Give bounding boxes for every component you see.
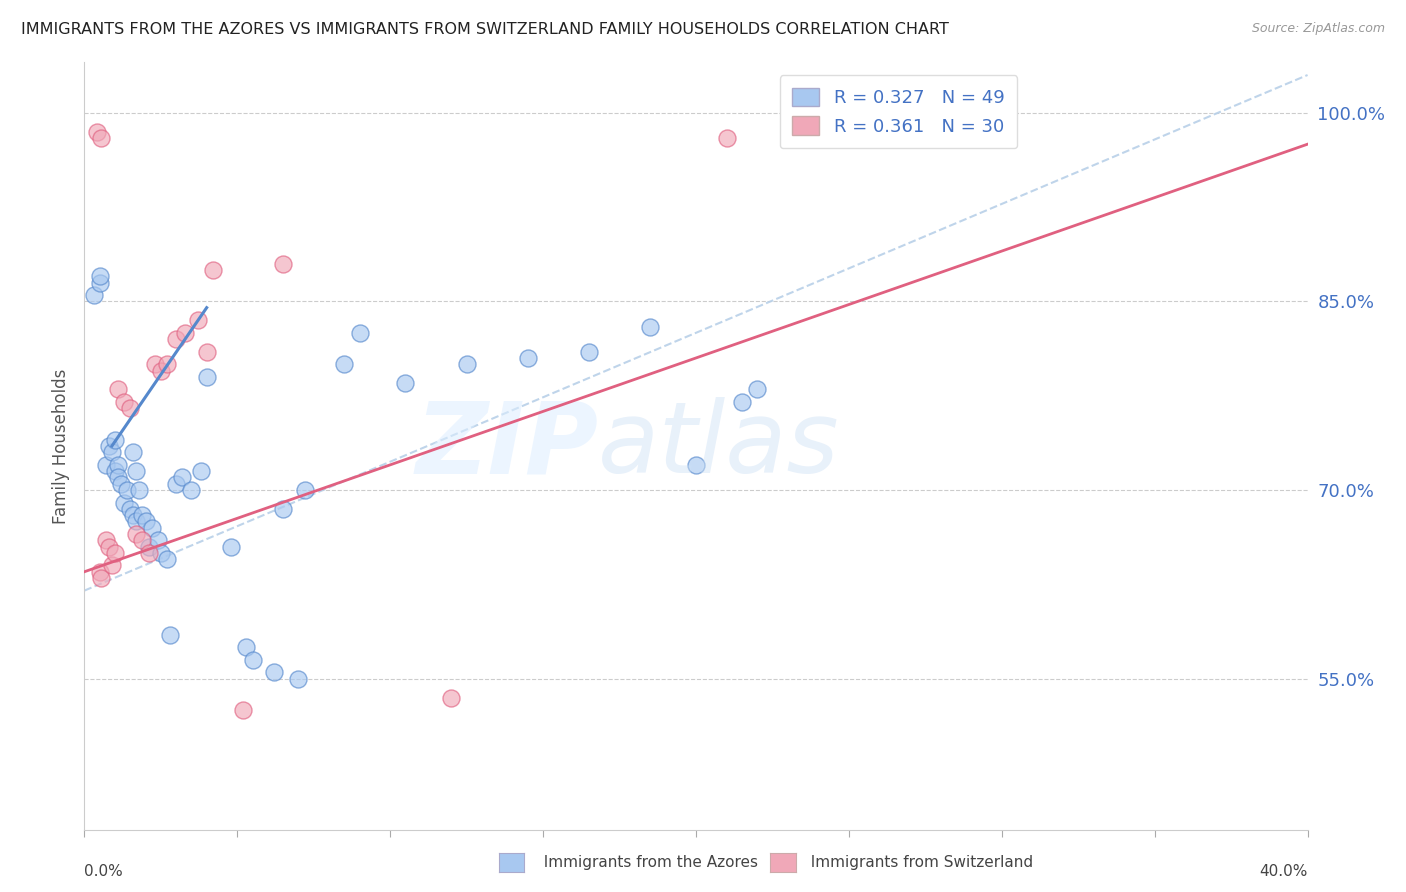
- Text: atlas: atlas: [598, 398, 839, 494]
- Point: [263, 665, 285, 680]
- Point: [125, 464, 148, 478]
- Point: [201, 263, 224, 277]
- Point: [125, 515, 148, 529]
- Point: [89, 276, 111, 290]
- Legend: R = 0.327   N = 49, R = 0.361   N = 30: R = 0.327 N = 49, R = 0.361 N = 30: [780, 75, 1017, 148]
- Point: [120, 501, 142, 516]
- Point: [394, 376, 416, 391]
- Point: [89, 269, 111, 284]
- Point: [180, 483, 202, 497]
- Point: [90, 571, 112, 585]
- Point: [638, 319, 661, 334]
- Point: [456, 357, 478, 371]
- Point: [287, 672, 309, 686]
- Point: [516, 351, 538, 365]
- Point: [190, 464, 212, 478]
- Point: [731, 395, 754, 409]
- Point: [120, 401, 142, 416]
- Point: [122, 445, 145, 459]
- Point: [107, 458, 129, 472]
- Point: [578, 344, 600, 359]
- Point: [97, 439, 120, 453]
- Point: [94, 533, 117, 548]
- Point: [115, 483, 138, 497]
- Text: Immigrants from Switzerland: Immigrants from Switzerland: [801, 855, 1033, 870]
- Point: [685, 458, 707, 472]
- Point: [107, 383, 129, 397]
- Point: [349, 326, 371, 340]
- Point: [83, 288, 105, 302]
- Point: [232, 703, 254, 717]
- Point: [159, 627, 181, 641]
- Point: [138, 540, 160, 554]
- Point: [107, 470, 129, 484]
- Point: [271, 501, 294, 516]
- Point: [94, 458, 117, 472]
- Point: [141, 521, 163, 535]
- Point: [235, 640, 257, 655]
- Point: [165, 332, 187, 346]
- Point: [122, 508, 145, 523]
- Point: [104, 546, 127, 560]
- Point: [131, 508, 153, 523]
- Point: [156, 357, 179, 371]
- Point: [165, 476, 187, 491]
- Point: [128, 483, 150, 497]
- Text: Source: ZipAtlas.com: Source: ZipAtlas.com: [1251, 22, 1385, 36]
- Point: [131, 533, 153, 548]
- Point: [97, 540, 120, 554]
- Point: [172, 470, 194, 484]
- Point: [219, 540, 242, 554]
- Point: [101, 445, 124, 459]
- Point: [440, 690, 463, 705]
- Point: [174, 326, 197, 340]
- Point: [104, 464, 127, 478]
- Point: [156, 552, 179, 566]
- Point: [143, 357, 166, 371]
- Text: IMMIGRANTS FROM THE AZORES VS IMMIGRANTS FROM SWITZERLAND FAMILY HOUSEHOLDS CORR: IMMIGRANTS FROM THE AZORES VS IMMIGRANTS…: [21, 22, 949, 37]
- Point: [716, 131, 738, 145]
- Point: [195, 344, 218, 359]
- Text: Immigrants from the Azores: Immigrants from the Azores: [534, 855, 758, 870]
- Y-axis label: Family Households: Family Households: [52, 368, 70, 524]
- Point: [138, 546, 160, 560]
- Point: [146, 533, 169, 548]
- Point: [333, 357, 356, 371]
- Point: [89, 565, 111, 579]
- Point: [149, 546, 172, 560]
- Point: [186, 313, 208, 327]
- Point: [104, 433, 127, 447]
- Point: [195, 369, 218, 384]
- Point: [112, 395, 135, 409]
- Point: [125, 527, 148, 541]
- Point: [294, 483, 316, 497]
- Point: [112, 495, 135, 509]
- Point: [149, 363, 172, 377]
- Point: [110, 476, 132, 491]
- Point: [86, 125, 108, 139]
- Point: [242, 653, 264, 667]
- Text: 0.0%: 0.0%: [84, 864, 124, 880]
- Text: 40.0%: 40.0%: [1260, 864, 1308, 880]
- Point: [135, 515, 157, 529]
- Text: ZIP: ZIP: [415, 398, 598, 494]
- Point: [271, 257, 294, 271]
- Point: [90, 131, 112, 145]
- Point: [747, 383, 769, 397]
- Point: [101, 558, 124, 573]
